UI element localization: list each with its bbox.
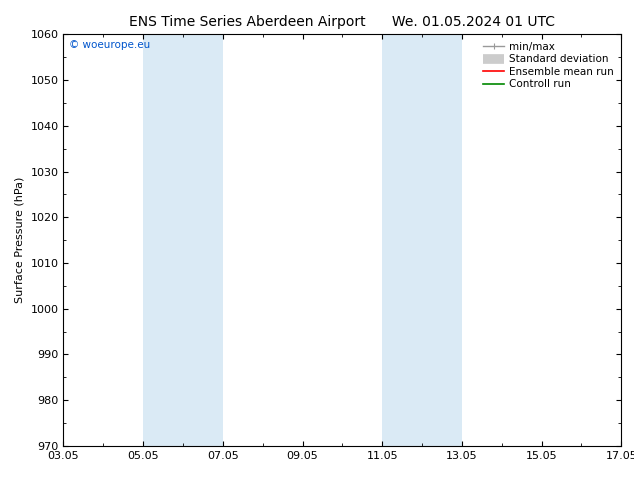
Bar [143,34,223,446]
Text: © woeurope.eu: © woeurope.eu [69,41,150,50]
Y-axis label: Surface Pressure (hPa): Surface Pressure (hPa) [15,177,25,303]
Legend: min/max, Standard deviation, Ensemble mean run, Controll run: min/max, Standard deviation, Ensemble me… [479,37,618,94]
Title: ENS Time Series Aberdeen Airport      We. 01.05.2024 01 UTC: ENS Time Series Aberdeen Airport We. 01.… [129,15,555,29]
Bar [382,34,462,446]
